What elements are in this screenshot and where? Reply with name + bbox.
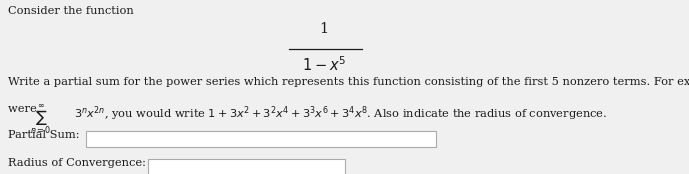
Text: 1: 1 xyxy=(319,22,329,36)
Text: were: were xyxy=(8,104,41,114)
FancyBboxPatch shape xyxy=(86,130,436,147)
Text: Radius of Convergence:: Radius of Convergence: xyxy=(8,158,146,168)
Text: Write a partial sum for the power series which represents this function consisti: Write a partial sum for the power series… xyxy=(8,77,689,86)
Text: Consider the function: Consider the function xyxy=(8,6,134,16)
Text: Partial Sum:: Partial Sum: xyxy=(8,130,80,140)
Text: $\sum_{n=0}^{\infty}$: $\sum_{n=0}^{\infty}$ xyxy=(30,103,52,136)
Text: $3^nx^{2n}$, you would write $1 + 3x^2 + 3^2x^4 + 3^3x^6 + 3^4x^8$. Also indicat: $3^nx^{2n}$, you would write $1 + 3x^2 +… xyxy=(74,104,608,123)
FancyBboxPatch shape xyxy=(148,159,344,174)
Text: $1-x^5$: $1-x^5$ xyxy=(302,55,346,73)
